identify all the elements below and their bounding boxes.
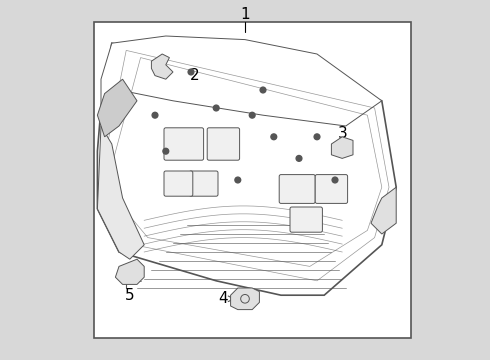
Circle shape bbox=[188, 69, 194, 75]
Text: 3: 3 bbox=[337, 126, 347, 141]
Circle shape bbox=[332, 177, 338, 183]
Circle shape bbox=[235, 177, 241, 183]
Text: 5: 5 bbox=[125, 288, 135, 303]
Circle shape bbox=[249, 112, 255, 118]
FancyBboxPatch shape bbox=[164, 128, 204, 160]
Text: 1: 1 bbox=[240, 7, 250, 22]
Polygon shape bbox=[101, 36, 382, 126]
Polygon shape bbox=[98, 43, 396, 295]
Polygon shape bbox=[98, 126, 144, 259]
Polygon shape bbox=[231, 288, 259, 310]
Circle shape bbox=[271, 134, 277, 140]
Polygon shape bbox=[151, 54, 173, 79]
FancyBboxPatch shape bbox=[164, 171, 193, 196]
FancyBboxPatch shape bbox=[94, 22, 411, 338]
FancyBboxPatch shape bbox=[207, 128, 240, 160]
FancyBboxPatch shape bbox=[290, 207, 322, 232]
Polygon shape bbox=[371, 187, 396, 234]
Circle shape bbox=[213, 105, 219, 111]
FancyBboxPatch shape bbox=[315, 175, 347, 203]
Text: 2: 2 bbox=[190, 68, 199, 83]
Text: 4: 4 bbox=[219, 291, 228, 306]
Circle shape bbox=[152, 112, 158, 118]
Circle shape bbox=[163, 148, 169, 154]
Polygon shape bbox=[331, 137, 353, 158]
Circle shape bbox=[314, 134, 320, 140]
Circle shape bbox=[260, 87, 266, 93]
FancyBboxPatch shape bbox=[279, 175, 315, 203]
Polygon shape bbox=[116, 259, 144, 284]
Polygon shape bbox=[98, 79, 137, 137]
Circle shape bbox=[296, 156, 302, 161]
FancyBboxPatch shape bbox=[189, 171, 218, 196]
